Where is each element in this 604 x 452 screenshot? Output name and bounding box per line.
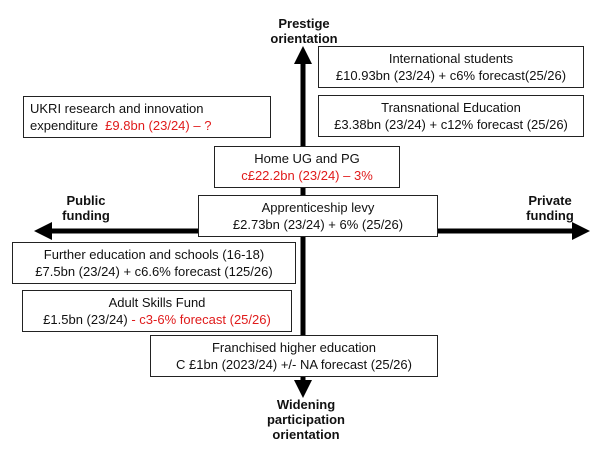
box-further-education: Further education and schools (16-18) £7… bbox=[12, 242, 296, 284]
box-value: C £1bn (2023/24) +/- NA forecast (25/26) bbox=[176, 357, 412, 372]
box-value: £3.38bn (23/24) + c12% forecast (25/26) bbox=[334, 117, 568, 132]
box-title: Adult Skills Fund bbox=[108, 295, 206, 310]
axis-label-top: Prestige orientation bbox=[270, 16, 338, 46]
axis-label-left: Public funding bbox=[62, 193, 110, 223]
arrow-left bbox=[34, 222, 52, 240]
arrow-up bbox=[294, 46, 312, 64]
box-title: Transnational Education bbox=[381, 100, 521, 115]
box-value: £7.5bn (23/24) + c6.6% forecast (125/26) bbox=[35, 264, 273, 279]
box-value: c£22.2bn (23/24) – 3% bbox=[241, 168, 373, 183]
box-apprenticeship-levy: Apprenticeship levy £2.73bn (23/24) + 6%… bbox=[198, 195, 438, 237]
box-title: International students bbox=[388, 51, 514, 66]
box-value: £1.5bn (23/24) - c3-6% forecast (25/26) bbox=[43, 312, 271, 327]
box-title: Apprenticeship levy bbox=[261, 200, 375, 215]
box-ukri: UKRI research and innovation expenditure… bbox=[23, 96, 271, 138]
box-title: Home UG and PG bbox=[254, 151, 360, 166]
arrow-down bbox=[294, 380, 312, 398]
box-title: UKRI research and innovation bbox=[30, 101, 204, 116]
box-franchised-higher-education: Franchised higher education C £1bn (2023… bbox=[150, 335, 438, 377]
box-title: Further education and schools (16-18) bbox=[43, 247, 265, 262]
box-home-ug-pg: Home UG and PG c£22.2bn (23/24) – 3% bbox=[214, 146, 400, 188]
box-adult-skills-fund: Adult Skills Fund £1.5bn (23/24) - c3-6%… bbox=[22, 290, 292, 332]
axis-label-bottom: Widening participation orientation bbox=[266, 397, 345, 442]
red-value: - c3-6% forecast (25/26) bbox=[131, 312, 271, 327]
box-international-students: International students £10.93bn (23/24) … bbox=[318, 46, 584, 88]
box-transnational-education: Transnational Education £3.38bn (23/24) … bbox=[318, 95, 584, 137]
box-title: Franchised higher education bbox=[211, 340, 377, 355]
box-value: £10.93bn (23/24) + c6% forecast(25/26) bbox=[335, 68, 567, 83]
red-value: £9.8bn (23/24) – ? bbox=[105, 118, 212, 133]
axis-label-right: Private funding bbox=[526, 193, 574, 223]
box-value: expenditure £9.8bn (23/24) – ? bbox=[30, 118, 212, 133]
arrow-right bbox=[572, 222, 590, 240]
box-value: £2.73bn (23/24) + 6% (25/26) bbox=[232, 217, 404, 232]
